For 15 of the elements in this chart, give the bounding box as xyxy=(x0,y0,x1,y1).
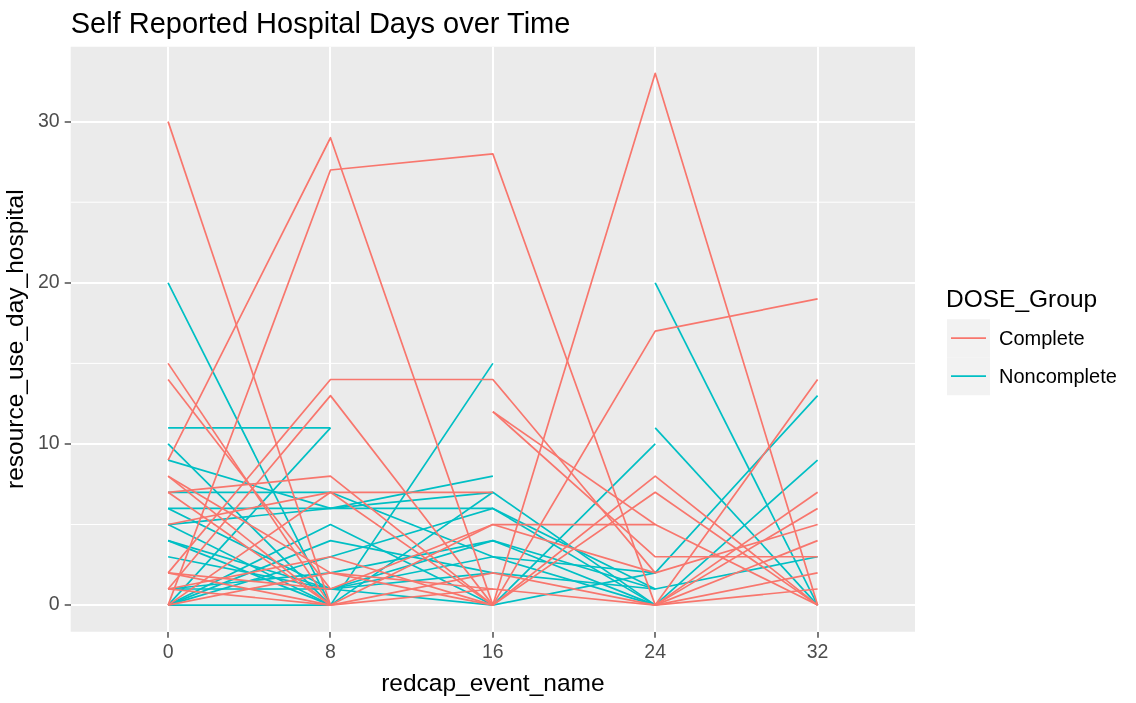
y-tick-label: 20 xyxy=(38,270,60,293)
y-tick-label: 0 xyxy=(48,592,60,615)
x-tick-label: 24 xyxy=(644,639,667,662)
y-tick-label: 10 xyxy=(38,431,60,454)
y-axis-title: resource_use_day_hospital xyxy=(1,189,29,490)
chart-title: Self Reported Hospital Days over Time xyxy=(70,7,571,39)
y-tick-label: 30 xyxy=(38,109,60,132)
x-tick-label: 8 xyxy=(325,639,336,662)
x-axis-title: redcap_event_name xyxy=(381,669,605,697)
x-tick-label: 0 xyxy=(162,639,174,662)
legend-label: Complete xyxy=(999,326,1085,349)
legend-title: DOSE_Group xyxy=(946,285,1098,313)
x-tick-label: 32 xyxy=(806,639,829,662)
x-tick-label: 16 xyxy=(482,639,504,662)
legend-label: Noncomplete xyxy=(999,364,1117,387)
